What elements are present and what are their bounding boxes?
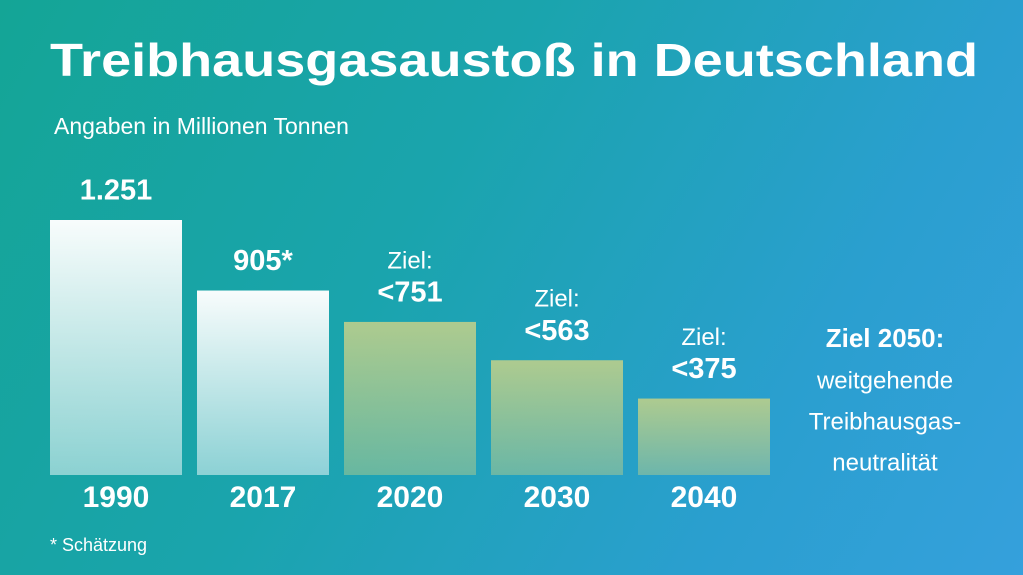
value-label: 905*	[233, 245, 293, 277]
bar	[491, 360, 623, 475]
value-label: <751	[377, 277, 442, 309]
chart-subtitle: Angaben in Millionen Tonnen	[54, 113, 349, 139]
bar	[638, 398, 770, 475]
value-label: <563	[524, 315, 589, 347]
annotation: Ziel:	[681, 324, 726, 351]
annotation: Ziel:	[387, 247, 432, 274]
bar	[50, 220, 182, 475]
value-label: <375	[671, 353, 736, 385]
x-tick-label: 1990	[83, 481, 150, 514]
bar	[344, 321, 476, 475]
annotation: Ziel:	[534, 286, 579, 313]
side-text-line: weitgehende	[816, 367, 953, 394]
x-tick-label: 2017	[230, 481, 297, 514]
footnote: * Schätzung	[50, 535, 147, 555]
side-text-line: neutralität	[832, 449, 938, 476]
bar	[197, 290, 329, 475]
x-tick-label: 2020	[377, 481, 444, 514]
side-heading: Ziel 2050:	[826, 323, 945, 353]
side-text-line: Treibhausgas-	[809, 408, 962, 435]
x-tick-label: 2040	[671, 481, 738, 514]
x-tick-label: 2030	[524, 481, 591, 514]
chart-title: Treibhausgasaustoß in Deutschland	[50, 34, 978, 86]
value-label: 1.251	[80, 175, 153, 207]
